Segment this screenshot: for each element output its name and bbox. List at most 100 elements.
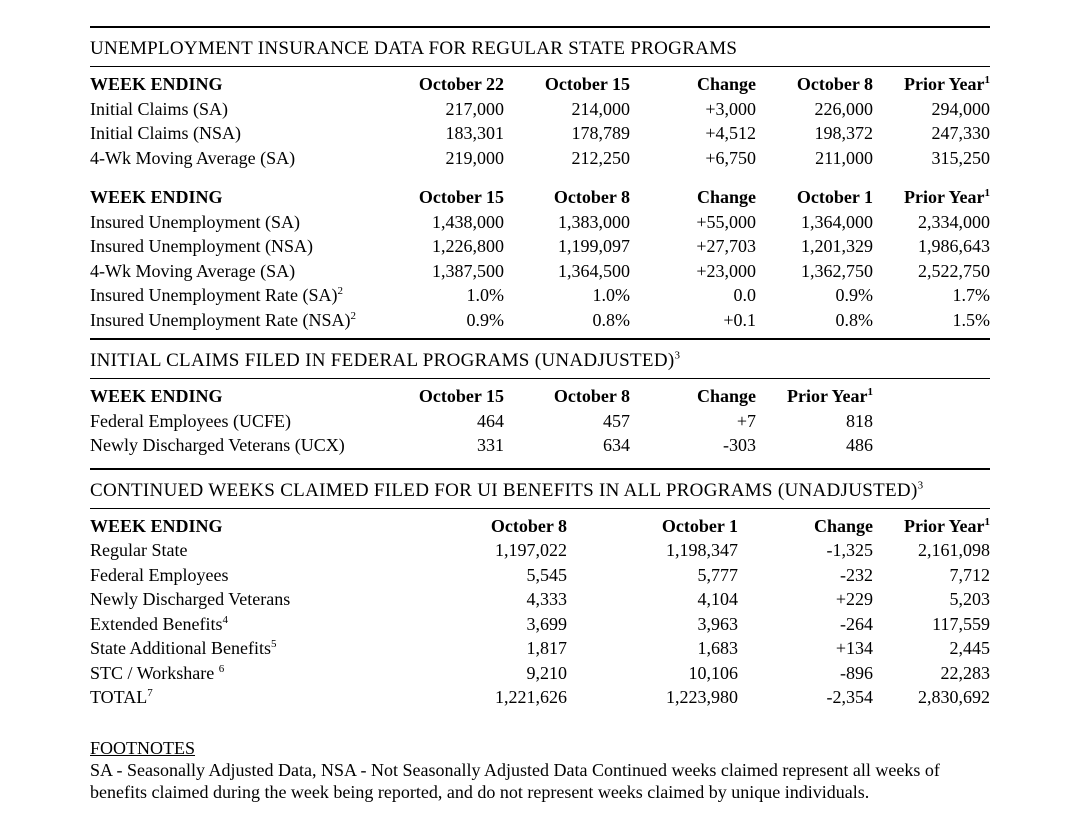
table-federal-programs: WEEK ENDING October 15 October 8 Change … xyxy=(90,379,990,458)
table-row: Initial Claims (SA) 217,000 214,000 +3,0… xyxy=(90,97,990,122)
table-header-row: WEEK ENDING October 15 October 8 Change … xyxy=(90,379,990,409)
cell: 1,986,643 xyxy=(873,234,990,259)
cell: 0.9% xyxy=(378,308,504,333)
cell: 1.5% xyxy=(873,308,990,333)
table-continued-weeks: WEEK ENDING October 8 October 1 Change P… xyxy=(90,509,990,710)
cell: 331 xyxy=(378,433,504,458)
row-label: Insured Unemployment Rate (SA)2 xyxy=(90,283,378,308)
cell: 1,223,980 xyxy=(567,685,738,710)
cell: 294,000 xyxy=(873,97,990,122)
row-label: 4-Wk Moving Average (SA) xyxy=(90,259,378,284)
table-row: 4-Wk Moving Average (SA) 219,000 212,250… xyxy=(90,146,990,171)
cell: 486 xyxy=(756,433,873,458)
footnotes-body: SA - Seasonally Adjusted Data, NSA - Not… xyxy=(90,759,990,804)
table-row: Initial Claims (NSA) 183,301 178,789 +4,… xyxy=(90,121,990,146)
table-header-row: WEEK ENDING October 8 October 1 Change P… xyxy=(90,509,990,539)
cell: 219,000 xyxy=(378,146,504,171)
footnotes-heading: FOOTNOTES xyxy=(90,710,990,759)
row-label: Newly Discharged Veterans (UCX) xyxy=(90,433,378,458)
cell: 4,333 xyxy=(396,587,567,612)
col-week-ending: WEEK ENDING xyxy=(90,379,378,409)
col-change: Change xyxy=(630,379,756,409)
row-label: Insured Unemployment (NSA) xyxy=(90,234,378,259)
cell: 464 xyxy=(378,409,504,434)
cell: 183,301 xyxy=(378,121,504,146)
cell: 1,198,347 xyxy=(567,538,738,563)
cell: +27,703 xyxy=(630,234,756,259)
cell: 1,817 xyxy=(396,636,567,661)
cell: 1,226,800 xyxy=(378,234,504,259)
row-label: Federal Employees xyxy=(90,563,396,588)
cell: -2,354 xyxy=(738,685,873,710)
cell: -1,325 xyxy=(738,538,873,563)
table-row: Federal Employees (UCFE) 464 457 +7 818 xyxy=(90,409,990,434)
table-row: STC / Workshare 69,21010,106-89622,283 xyxy=(90,661,990,686)
col-date3: October 1 xyxy=(756,180,873,210)
table-row: Federal Employees5,5455,777-2327,712 xyxy=(90,563,990,588)
cell: 1,201,329 xyxy=(756,234,873,259)
cell: 0.8% xyxy=(756,308,873,333)
cell: 1,438,000 xyxy=(378,210,504,235)
cell: 5,777 xyxy=(567,563,738,588)
cell: -303 xyxy=(630,433,756,458)
cell: 0.9% xyxy=(756,283,873,308)
col-date1: October 22 xyxy=(378,67,504,97)
table-initial-claims: WEEK ENDING October 22 October 15 Change… xyxy=(90,67,990,332)
cell: +7 xyxy=(630,409,756,434)
cell: 0.8% xyxy=(504,308,630,333)
row-label: 4-Wk Moving Average (SA) xyxy=(90,146,378,171)
table-row: Newly Discharged Veterans4,3334,104+2295… xyxy=(90,587,990,612)
cell: 818 xyxy=(756,409,873,434)
table-row: Insured Unemployment Rate (NSA)2 0.9% 0.… xyxy=(90,308,990,333)
row-label: State Additional Benefits5 xyxy=(90,636,396,661)
cell: 315,250 xyxy=(873,146,990,171)
row-label: Initial Claims (SA) xyxy=(90,97,378,122)
col-date2: October 1 xyxy=(567,509,738,539)
cell: 117,559 xyxy=(873,612,990,637)
cell: 1,364,500 xyxy=(504,259,630,284)
table-row: Insured Unemployment (NSA) 1,226,800 1,1… xyxy=(90,234,990,259)
table-header-row: WEEK ENDING October 15 October 8 Change … xyxy=(90,180,990,210)
cell: -232 xyxy=(738,563,873,588)
cell: 3,963 xyxy=(567,612,738,637)
section3-title: CONTINUED WEEKS CLAIMED FILED FOR UI BEN… xyxy=(90,470,990,508)
cell: -896 xyxy=(738,661,873,686)
cell: 7,712 xyxy=(873,563,990,588)
section1-title: UNEMPLOYMENT INSURANCE DATA FOR REGULAR … xyxy=(90,28,990,66)
col-week-ending: WEEK ENDING xyxy=(90,67,378,97)
cell: 1.0% xyxy=(504,283,630,308)
cell: 5,545 xyxy=(396,563,567,588)
cell: 2,161,098 xyxy=(873,538,990,563)
cell: 217,000 xyxy=(378,97,504,122)
col-date2: October 8 xyxy=(504,379,630,409)
table-row: State Additional Benefits51,8171,683+134… xyxy=(90,636,990,661)
cell: 1,362,750 xyxy=(756,259,873,284)
table-row: Insured Unemployment Rate (SA)2 1.0% 1.0… xyxy=(90,283,990,308)
col-prior-year: Prior Year1 xyxy=(873,509,990,539)
cell: 1,683 xyxy=(567,636,738,661)
table-row: Extended Benefits43,6993,963-264117,559 xyxy=(90,612,990,637)
cell: 10,106 xyxy=(567,661,738,686)
cell: 212,250 xyxy=(504,146,630,171)
table-row: Insured Unemployment (SA) 1,438,000 1,38… xyxy=(90,210,990,235)
col-change: Change xyxy=(630,67,756,97)
col-date1: October 15 xyxy=(378,379,504,409)
cell: +134 xyxy=(738,636,873,661)
cell: 1.0% xyxy=(378,283,504,308)
row-label: Insured Unemployment (SA) xyxy=(90,210,378,235)
row-label: STC / Workshare 6 xyxy=(90,661,396,686)
col-prior-year: Prior Year1 xyxy=(873,67,990,97)
cell: +229 xyxy=(738,587,873,612)
cell: 1,221,626 xyxy=(396,685,567,710)
section2-title: INITIAL CLAIMS FILED IN FEDERAL PROGRAMS… xyxy=(90,340,990,378)
cell: 2,334,000 xyxy=(873,210,990,235)
cell: +23,000 xyxy=(630,259,756,284)
row-label: Initial Claims (NSA) xyxy=(90,121,378,146)
col-prior-year: Prior Year1 xyxy=(756,379,873,409)
cell: +0.1 xyxy=(630,308,756,333)
cell: 2,522,750 xyxy=(873,259,990,284)
col-date2: October 8 xyxy=(504,180,630,210)
col-date1: October 15 xyxy=(378,180,504,210)
table-row: Newly Discharged Veterans (UCX) 331 634 … xyxy=(90,433,990,458)
row-label: Insured Unemployment Rate (NSA)2 xyxy=(90,308,378,333)
